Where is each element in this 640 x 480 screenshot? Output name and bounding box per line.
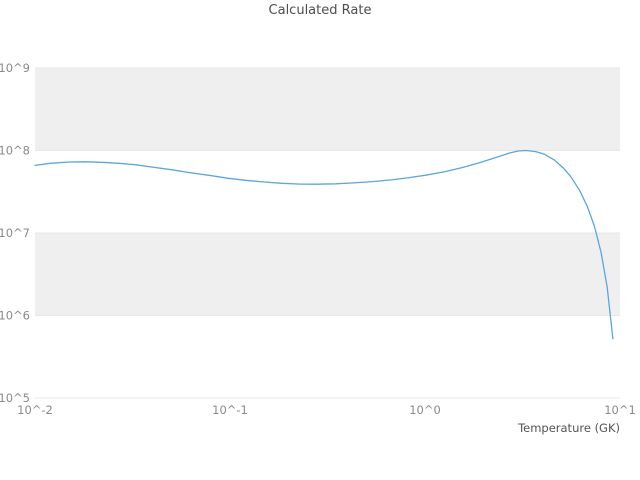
x-axis-label: Temperature (GK) xyxy=(517,421,620,435)
x-tick-label: 10^-2 xyxy=(17,403,53,417)
chart-title: Calculated Rate xyxy=(268,3,372,18)
y-tick-label: 10^6 xyxy=(0,309,30,323)
y-tick-label: 10^8 xyxy=(0,144,30,158)
x-tick-label: 10^-1 xyxy=(212,403,248,417)
grid-band xyxy=(35,233,620,316)
x-tick-label: 10^1 xyxy=(604,403,636,417)
y-tick-label: 10^9 xyxy=(0,61,30,75)
x-tick-label: 10^0 xyxy=(409,403,441,417)
rate-line xyxy=(34,149,614,340)
y-tick-label: 10^5 xyxy=(0,391,30,405)
grid-band xyxy=(35,68,620,151)
y-tick-label: 10^7 xyxy=(0,226,30,240)
